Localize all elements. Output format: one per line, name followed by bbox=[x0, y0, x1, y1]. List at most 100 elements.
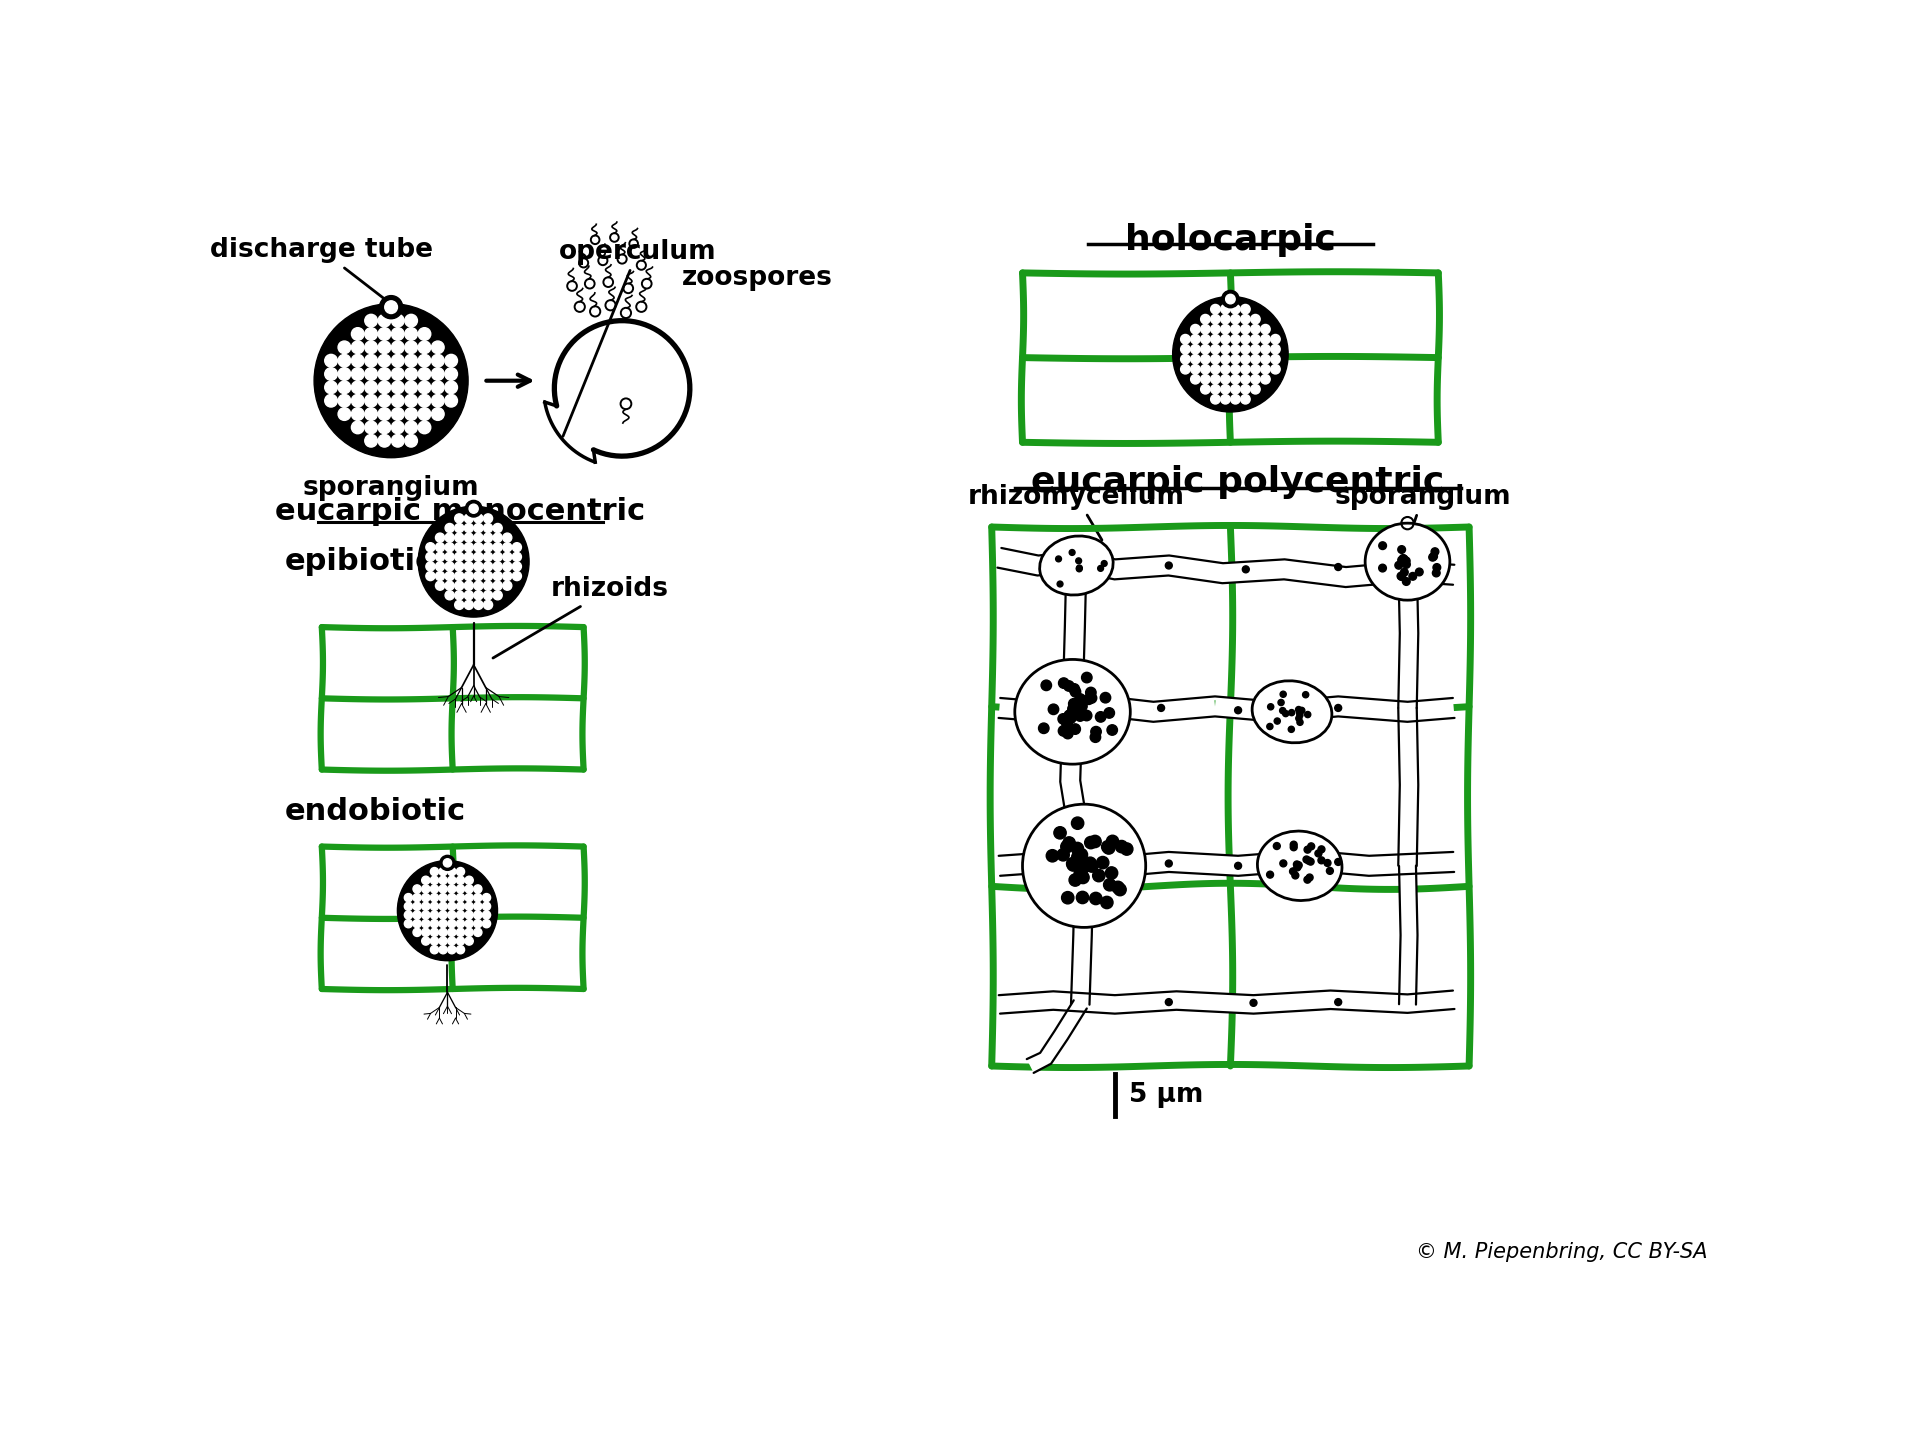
Circle shape bbox=[440, 867, 447, 876]
Circle shape bbox=[1069, 874, 1081, 886]
Circle shape bbox=[1098, 566, 1104, 572]
Circle shape bbox=[474, 912, 482, 919]
Circle shape bbox=[1398, 556, 1405, 564]
Circle shape bbox=[351, 395, 365, 408]
Circle shape bbox=[1212, 364, 1219, 374]
Circle shape bbox=[436, 572, 445, 580]
Circle shape bbox=[493, 572, 503, 580]
Circle shape bbox=[465, 533, 474, 543]
Circle shape bbox=[1212, 334, 1219, 344]
Circle shape bbox=[1261, 354, 1271, 364]
Circle shape bbox=[405, 354, 417, 367]
Polygon shape bbox=[1114, 556, 1169, 579]
Circle shape bbox=[440, 894, 447, 901]
Circle shape bbox=[351, 382, 365, 393]
Circle shape bbox=[1165, 860, 1173, 867]
Circle shape bbox=[1075, 864, 1087, 877]
Polygon shape bbox=[1400, 865, 1417, 936]
Circle shape bbox=[365, 382, 378, 393]
Circle shape bbox=[455, 524, 465, 533]
Circle shape bbox=[1271, 354, 1281, 364]
Polygon shape bbox=[1052, 991, 1116, 1014]
Circle shape bbox=[1334, 998, 1342, 1005]
Circle shape bbox=[405, 314, 417, 327]
Circle shape bbox=[351, 367, 365, 380]
Polygon shape bbox=[1346, 562, 1409, 588]
Circle shape bbox=[405, 420, 417, 433]
Polygon shape bbox=[998, 991, 1054, 1014]
Circle shape bbox=[413, 903, 420, 910]
Circle shape bbox=[1231, 354, 1240, 364]
Circle shape bbox=[1200, 324, 1210, 334]
Circle shape bbox=[447, 912, 455, 919]
Circle shape bbox=[445, 582, 455, 590]
Circle shape bbox=[405, 395, 417, 408]
Circle shape bbox=[1432, 569, 1440, 577]
Circle shape bbox=[1273, 842, 1281, 850]
Circle shape bbox=[440, 946, 447, 953]
Circle shape bbox=[1304, 855, 1309, 863]
Circle shape bbox=[430, 884, 438, 893]
Circle shape bbox=[1077, 858, 1091, 871]
Circle shape bbox=[474, 590, 484, 600]
Circle shape bbox=[1290, 841, 1298, 848]
Circle shape bbox=[1069, 700, 1081, 710]
Circle shape bbox=[474, 553, 484, 562]
Polygon shape bbox=[996, 549, 1041, 576]
Circle shape bbox=[365, 328, 378, 340]
Circle shape bbox=[1415, 569, 1423, 576]
Text: 5 μm: 5 μm bbox=[1129, 1083, 1204, 1109]
Circle shape bbox=[1077, 566, 1083, 572]
Circle shape bbox=[365, 435, 378, 446]
Circle shape bbox=[1069, 684, 1079, 694]
Circle shape bbox=[455, 514, 465, 523]
Circle shape bbox=[457, 920, 465, 927]
Circle shape bbox=[465, 894, 472, 901]
Circle shape bbox=[1271, 334, 1281, 344]
Circle shape bbox=[1091, 726, 1102, 737]
Circle shape bbox=[482, 894, 492, 901]
Circle shape bbox=[1288, 710, 1294, 716]
Circle shape bbox=[1056, 556, 1062, 562]
Circle shape bbox=[440, 920, 447, 927]
Circle shape bbox=[1200, 354, 1210, 364]
Circle shape bbox=[1058, 726, 1069, 736]
Circle shape bbox=[1190, 324, 1200, 334]
Circle shape bbox=[1165, 998, 1173, 1005]
Circle shape bbox=[503, 562, 513, 572]
Circle shape bbox=[413, 912, 420, 919]
Circle shape bbox=[338, 367, 351, 380]
Circle shape bbox=[432, 341, 444, 354]
Circle shape bbox=[484, 514, 493, 523]
Circle shape bbox=[1250, 324, 1260, 334]
Circle shape bbox=[1402, 557, 1409, 564]
Circle shape bbox=[1104, 878, 1116, 891]
Circle shape bbox=[465, 929, 472, 936]
Circle shape bbox=[338, 395, 351, 408]
Circle shape bbox=[1317, 845, 1325, 852]
Circle shape bbox=[465, 600, 474, 609]
Circle shape bbox=[1190, 334, 1200, 344]
Ellipse shape bbox=[1252, 681, 1332, 743]
Circle shape bbox=[1173, 297, 1288, 412]
Circle shape bbox=[445, 524, 455, 533]
Circle shape bbox=[445, 543, 455, 552]
Circle shape bbox=[1062, 719, 1071, 729]
Circle shape bbox=[405, 894, 413, 901]
Circle shape bbox=[1075, 848, 1087, 861]
Circle shape bbox=[1240, 334, 1250, 344]
Text: sporangium: sporangium bbox=[1334, 484, 1511, 540]
Circle shape bbox=[1054, 827, 1066, 840]
Circle shape bbox=[1221, 395, 1231, 405]
Circle shape bbox=[365, 420, 378, 433]
Polygon shape bbox=[1398, 785, 1419, 865]
Circle shape bbox=[378, 367, 392, 380]
Circle shape bbox=[392, 341, 403, 354]
Circle shape bbox=[1058, 714, 1068, 724]
Circle shape bbox=[432, 382, 444, 393]
Text: discharge tube: discharge tube bbox=[211, 238, 434, 311]
Circle shape bbox=[1250, 354, 1260, 364]
Circle shape bbox=[392, 354, 403, 367]
Circle shape bbox=[1200, 334, 1210, 344]
Circle shape bbox=[465, 524, 474, 533]
